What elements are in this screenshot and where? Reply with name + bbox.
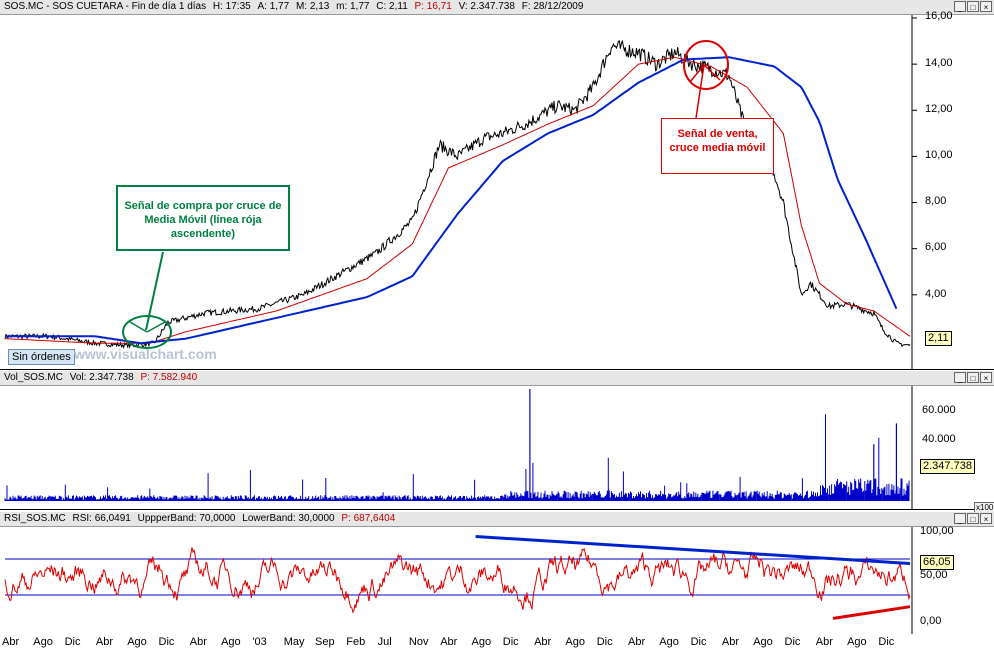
sell-signal-ray (703, 64, 721, 81)
last-price-tag: 2,11 (925, 331, 952, 346)
price-tick-label: 4,00 (925, 288, 947, 300)
rsi-value: RSI: 66,0491 (72, 513, 131, 524)
time-tick-label: Ago (847, 636, 867, 648)
rsi-line (4, 547, 911, 614)
m-value: M: 2,13 (295, 1, 330, 12)
buy-signal-ray (146, 321, 166, 333)
close-icon[interactable]: × (980, 372, 992, 383)
time-tick-label: Ago (33, 636, 53, 648)
buy-signal-ray (129, 321, 148, 333)
min-value: m: 1,77 (336, 1, 370, 12)
time-tick-label: Dic (64, 636, 81, 648)
volume-value: Vol: 2.347.738 (69, 372, 134, 383)
time-tick-label: Abr (189, 636, 207, 648)
volume-chart[interactable] (0, 371, 994, 509)
price-header: SOS.MC - SOS CUETARA - Fin de día 1 días… (0, 0, 994, 15)
price-tick-label: 16,00 (925, 10, 953, 22)
last-volume-tag: 2.347.738 (920, 459, 975, 474)
time-tick-label: Dic (784, 636, 801, 648)
time-tick-label: Ago (127, 636, 147, 648)
watermark: www.visualchart.com (74, 346, 217, 362)
time-tick-label: Sep (315, 636, 335, 648)
time-tick-label: Abr (815, 636, 833, 648)
time-tick-label: Dic (596, 636, 613, 648)
price-pane: SOS.MC - SOS CUETARA - Fin de día 1 días… (0, 0, 994, 370)
minimize-icon[interactable]: _ (954, 1, 966, 12)
maximize-icon[interactable]: □ (967, 1, 979, 12)
volume-name: Vol_SOS.MC (4, 372, 63, 383)
rsi-trendline (475, 535, 911, 565)
volume-window-controls: _ □ × (954, 372, 992, 383)
time-tick-label: '03 (252, 636, 267, 648)
rsi-pane: RSI_SOS.MC RSI: 66,0491 UppperBand: 70,0… (0, 512, 994, 634)
volume-pane: Vol_SOS.MC Vol: 2.347.738 P: 7.582.940 _… (0, 371, 994, 510)
time-tick-label: Dic (690, 636, 707, 648)
time-tick-label: Dic (878, 636, 895, 648)
sell-signal-ray (689, 64, 705, 83)
slow-moving-average-line (5, 56, 898, 345)
rsi-chart[interactable] (0, 512, 994, 634)
volume-header: Vol_SOS.MC Vol: 2.347.738 P: 7.582.940 _… (0, 371, 994, 386)
time-tick-label: Jul (377, 636, 392, 648)
last-rsi-tag: 66,05 (920, 555, 954, 570)
time-tick-label: Dic (502, 636, 519, 648)
time-tick-label: Dic (158, 636, 175, 648)
rsi-name: RSI_SOS.MC (4, 513, 66, 524)
buy-signal-arrow (145, 251, 164, 331)
sell-signal-circle (683, 40, 729, 90)
volume-tick-label: 60.000 (922, 404, 956, 416)
rsi-tick-label: 50,00 (920, 569, 948, 581)
p-value: P: 16,71 (414, 1, 452, 12)
sell-signal-arrow (695, 64, 705, 119)
rsi-tick-label: 100,00 (920, 525, 954, 537)
close-icon[interactable]: × (980, 513, 992, 524)
rsi-lower-band: LowerBand: 30,0000 (242, 513, 335, 524)
time-tick-label: Abr (440, 636, 458, 648)
time-tick-label: Ago (753, 636, 773, 648)
minimize-icon[interactable]: _ (954, 513, 966, 524)
time-tick-label: May (283, 636, 305, 648)
volume-bars (4, 414, 910, 501)
time-tick-label: Ago (565, 636, 585, 648)
sell-signal-annotation: Señal de venta, cruce media móvil (661, 118, 774, 174)
rsi-header: RSI_SOS.MC RSI: 66,0491 UppperBand: 70,0… (0, 512, 994, 527)
c-value: C: 2,11 (376, 1, 408, 12)
time-tick-label: Ago (471, 636, 492, 648)
f-value: F: 28/12/2009 (521, 1, 584, 12)
price-tick-label: 8,00 (925, 195, 947, 207)
price-chart[interactable] (0, 0, 994, 369)
rsi-window-controls: _ □ × (954, 513, 992, 524)
time-tick-label: Abr (721, 636, 740, 648)
time-tick-label: Ago (659, 636, 679, 648)
price-tick-label: 14,00 (925, 57, 953, 69)
volume-tick-label: 40.000 (922, 433, 956, 445)
price-tick-label: 6,00 (925, 241, 947, 253)
buy-signal-circle (122, 315, 172, 349)
rsi-trendline (832, 605, 911, 620)
rsi-upper-band: UppperBand: 70,0000 (137, 513, 236, 524)
time-tick-label: Abr (95, 636, 114, 648)
maximize-icon[interactable]: □ (967, 372, 979, 383)
time-tick-label: Nov (408, 636, 429, 648)
orders-button[interactable]: Sin órdenes (8, 349, 75, 365)
h-value: H: 17:35 (212, 1, 251, 12)
price-window-controls: _ □ × (954, 1, 992, 12)
symbol-label: SOS.MC - SOS CUETARA - Fin de día 1 días (4, 1, 207, 12)
time-tick-label: Abr (534, 636, 552, 648)
volume-p-value: P: 7.582.940 (140, 372, 198, 383)
maximize-icon[interactable]: □ (967, 513, 979, 524)
time-tick-label: Ago (221, 636, 241, 648)
rsi-p-value: P: 687,6404 (341, 513, 396, 524)
time-tick-label: Abr (2, 636, 20, 648)
v-value: V: 2.347.738 (458, 1, 515, 12)
a-value: A: 1,77 (257, 1, 290, 12)
buy-signal-annotation: Señal de compra por cruce de Media Móvil… (116, 185, 290, 251)
time-tick-label: Feb (346, 636, 366, 648)
minimize-icon[interactable]: _ (954, 372, 966, 383)
price-tick-label: 12,00 (925, 103, 953, 115)
close-icon[interactable]: × (980, 1, 992, 12)
price-tick-label: 10,00 (925, 149, 953, 161)
rsi-tick-label: 0,00 (920, 615, 942, 627)
time-tick-label: Abr (628, 636, 646, 648)
